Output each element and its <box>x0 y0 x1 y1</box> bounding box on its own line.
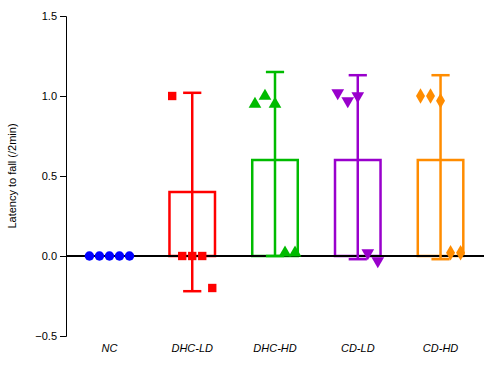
y-tick-mark <box>60 16 66 17</box>
x-axis: NC DHC-LD DHC-HD CD-LD CD-HD <box>102 342 459 354</box>
x-tick-label: CD-LD <box>341 342 375 354</box>
point <box>168 92 176 100</box>
y-tick-mark <box>60 256 66 257</box>
chart: −0.5 0.0 0.5 1.0 1.5 NC DHC-LD DHC-HD CD-LD CD-HD… <box>0 0 500 372</box>
point <box>351 92 364 103</box>
y-tick-label: −0.5 <box>35 330 57 342</box>
error-cap <box>266 71 284 74</box>
y-axis: −0.5 0.0 0.5 1.0 1.5 <box>35 10 66 342</box>
point <box>456 245 465 261</box>
point <box>279 245 292 256</box>
y-tick: 1.5 <box>42 10 66 22</box>
y-tick: 0.5 <box>42 170 66 182</box>
x-tick: NC <box>102 342 118 354</box>
y-axis-title: Latency to fall (/2min) <box>6 123 18 228</box>
error-cap <box>431 74 449 77</box>
point <box>446 245 455 261</box>
x-tick-label: CD-HD <box>423 342 458 354</box>
y-tick: 0.0 <box>42 250 66 262</box>
point <box>125 251 134 260</box>
point <box>198 252 206 260</box>
point <box>426 88 435 104</box>
point <box>341 97 354 108</box>
point <box>208 284 216 292</box>
x-tick: DHC-LD <box>171 342 213 354</box>
error-cap <box>183 92 201 95</box>
y-tick-mark <box>60 96 66 97</box>
point <box>416 88 425 104</box>
error-cap <box>183 290 201 293</box>
plot-area: −0.5 0.0 0.5 1.0 1.5 NC DHC-LD DHC-HD CD-LD CD-HD <box>35 10 484 354</box>
point <box>269 97 282 108</box>
x-tick: DHC-HD <box>253 342 296 354</box>
x-tick-label: NC <box>102 342 118 354</box>
y-tick: −0.5 <box>35 330 66 342</box>
point <box>436 93 445 109</box>
y-tick-label: 0.0 <box>42 250 57 262</box>
point <box>105 251 114 260</box>
error-cap <box>349 74 367 77</box>
point <box>178 252 186 260</box>
point <box>115 251 124 260</box>
error-cap <box>431 258 449 261</box>
y-axis-line <box>60 17 67 337</box>
point <box>85 251 94 260</box>
y-tick-mark <box>60 336 66 337</box>
y-tick-mark <box>60 176 66 177</box>
x-tick-label: DHC-LD <box>171 342 213 354</box>
x-tick: CD-LD <box>341 342 375 354</box>
x-tick: CD-HD <box>423 342 458 354</box>
error-bar <box>191 93 194 291</box>
marks <box>66 72 484 292</box>
y-tick-label: 1.5 <box>42 10 57 22</box>
point <box>259 89 272 100</box>
y-tick: 1.0 <box>42 90 66 102</box>
y-tick-label: 1.0 <box>42 90 57 102</box>
y-tick-label: 0.5 <box>42 170 57 182</box>
point <box>95 251 104 260</box>
error-cap <box>349 258 367 261</box>
point <box>289 245 302 256</box>
x-tick-label: DHC-HD <box>253 342 296 354</box>
point <box>371 257 384 268</box>
point <box>188 252 196 260</box>
